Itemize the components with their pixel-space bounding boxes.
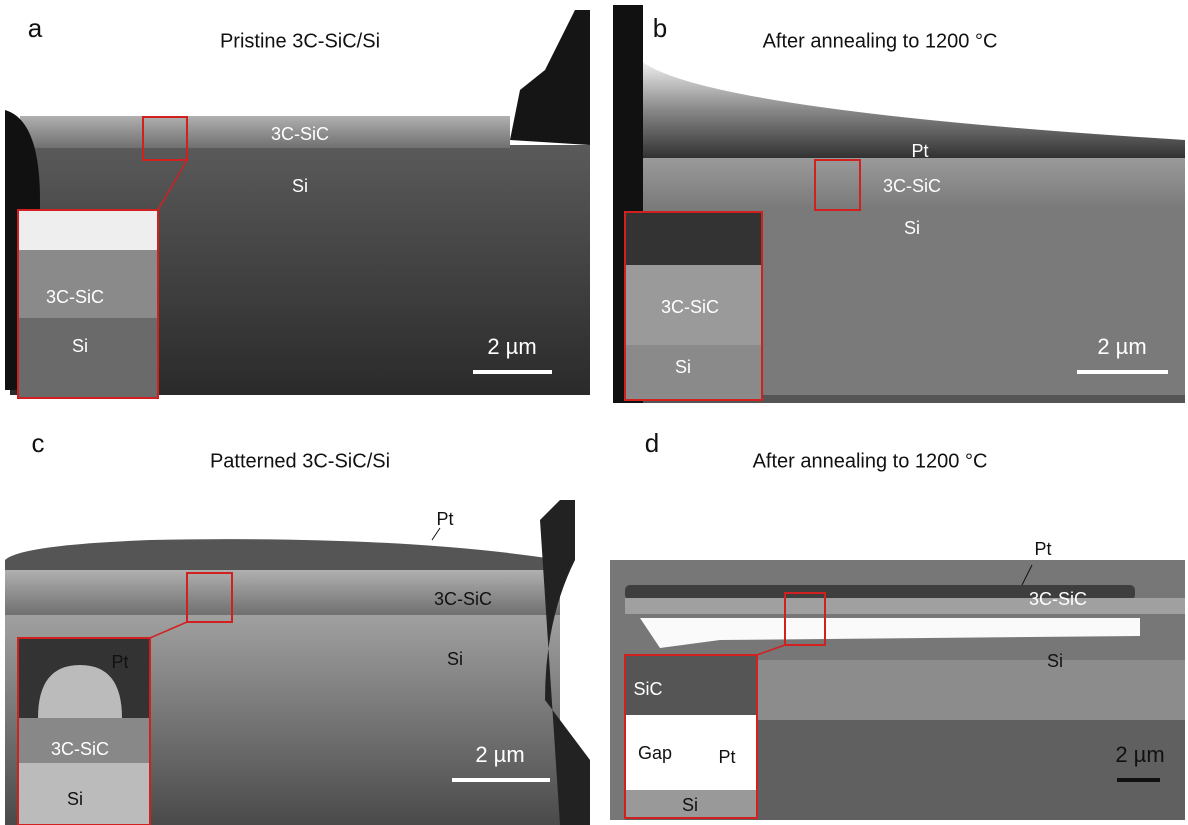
panel-letter: a	[28, 13, 43, 43]
scale-label: 2 µm	[1115, 742, 1164, 767]
inset-label: Si	[67, 789, 83, 809]
inset-label: Si	[682, 795, 698, 815]
layer-label: Pt	[1034, 539, 1051, 559]
layer-label: 3C-SiC	[434, 589, 492, 609]
layer-label: 3C-SiC	[883, 176, 941, 196]
layer-label: Si	[1047, 651, 1063, 671]
panel-d: d After annealing to 1200 °C Pt 3C-SiC S…	[610, 428, 1185, 820]
layer-label: Si	[292, 176, 308, 196]
scale-label: 2 µm	[1097, 334, 1146, 359]
inset-label: Pt	[718, 747, 735, 767]
layer-label: 3C-SiC	[271, 124, 329, 144]
inset	[18, 638, 150, 825]
layer-label: 3C-SiC	[1029, 589, 1087, 609]
inset-label: Si	[72, 336, 88, 356]
inset-label: 3C-SiC	[661, 297, 719, 317]
layer-label: Pt	[436, 509, 453, 529]
layer-label: Si	[447, 649, 463, 669]
inset-label: Si	[675, 357, 691, 377]
panel-a: a Pristine 3C-SiC/Si 3C-SiC Si 3C-SiC Si…	[5, 10, 590, 398]
panel-c: c Patterned 3C-SiC/Si Pt 3C-SiC Si Pt 3C…	[5, 428, 590, 825]
inset-label: 3C-SiC	[46, 287, 104, 307]
edge	[510, 10, 590, 145]
sic-layer	[20, 116, 510, 148]
panel-letter: d	[645, 428, 659, 458]
panel-title: After annealing to 1200 °C	[753, 450, 988, 472]
inset-label: Pt	[111, 652, 128, 672]
panel-title: Pristine 3C-SiC/Si	[220, 30, 380, 52]
panel-title: Patterned 3C-SiC/Si	[210, 450, 390, 472]
scale-label: 2 µm	[487, 334, 536, 359]
inset-label: Gap	[638, 743, 672, 763]
scale-label: 2 µm	[475, 742, 524, 767]
panel-letter: b	[653, 13, 667, 43]
panel-b: b After annealing to 1200 °C Pt 3C-SiC S…	[613, 5, 1185, 403]
layer-label: Si	[904, 218, 920, 238]
figure: a Pristine 3C-SiC/Si 3C-SiC Si 3C-SiC Si…	[0, 0, 1188, 825]
layer-label: Pt	[911, 141, 928, 161]
sic-layer	[625, 598, 1185, 614]
panel-letter: c	[32, 428, 45, 458]
leader-line	[432, 528, 440, 540]
inset-label: 3C-SiC	[51, 739, 109, 759]
inset-label: SiC	[633, 679, 662, 699]
panel-title: After annealing to 1200 °C	[763, 30, 998, 52]
